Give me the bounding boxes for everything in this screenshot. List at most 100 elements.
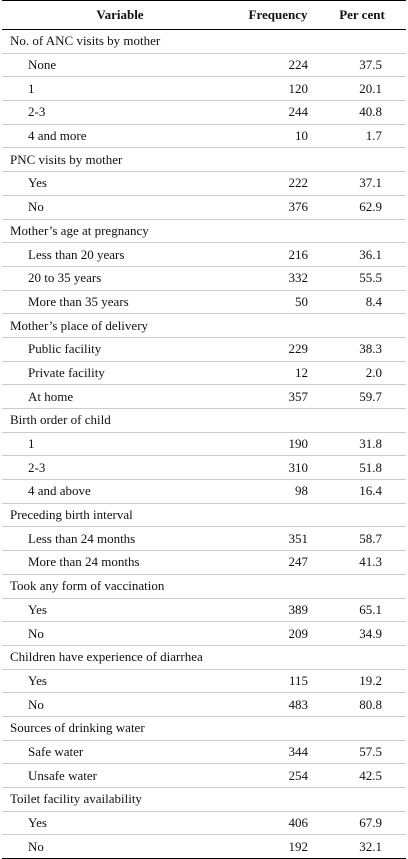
- group-title: Mother’s place of delivery: [2, 313, 406, 338]
- percent-cell: 8.4: [318, 290, 406, 315]
- table-row: 4 and more 10 1.7: [2, 124, 406, 149]
- row-label: More than 24 months: [2, 550, 238, 575]
- frequency-cell: 332: [238, 266, 318, 291]
- frequency-cell: 244: [238, 100, 318, 125]
- percent-cell: 67.9: [318, 811, 406, 836]
- group-row: No. of ANC visits by mother: [2, 29, 406, 54]
- group-title: Took any form of vaccination: [2, 574, 406, 599]
- frequency-cell: 344: [238, 740, 318, 765]
- frequency-cell: 12: [238, 361, 318, 386]
- group-title: Mother’s age at pregnancy: [2, 219, 406, 244]
- row-label: None: [2, 53, 238, 78]
- frequency-cell: 190: [238, 432, 318, 457]
- frequency-cell: 98: [238, 479, 318, 504]
- table-row: 2-3 244 40.8: [2, 100, 406, 125]
- row-label: Private facility: [2, 361, 238, 386]
- table-row: Yes 389 65.1: [2, 598, 406, 623]
- group-title: Children have experience of diarrhea: [2, 645, 406, 670]
- group-row: Mother’s place of delivery: [2, 313, 406, 338]
- frequency-cell: 376: [238, 195, 318, 220]
- group-row: Preceding birth interval: [2, 503, 406, 528]
- percent-cell: 38.3: [318, 337, 406, 362]
- table-row: 20 to 35 years 332 55.5: [2, 266, 406, 291]
- group-title: No. of ANC visits by mother: [2, 29, 406, 54]
- percent-cell: 34.9: [318, 621, 406, 646]
- group-row: Sources of drinking water: [2, 716, 406, 741]
- row-label: Safe water: [2, 740, 238, 765]
- row-label: Yes: [2, 598, 238, 623]
- row-label: Less than 20 years: [2, 242, 238, 267]
- table-row: No 376 62.9: [2, 195, 406, 220]
- frequency-cell: 222: [238, 171, 318, 196]
- percent-cell: 65.1: [318, 598, 406, 623]
- percent-cell: 40.8: [318, 100, 406, 125]
- row-label: No: [2, 621, 238, 646]
- row-label: No: [2, 692, 238, 717]
- header-percent: Per cent: [318, 0, 406, 30]
- percent-cell: 2.0: [318, 361, 406, 386]
- table-row: None 224 37.5: [2, 53, 406, 78]
- table-row: 4 and above 98 16.4: [2, 479, 406, 504]
- percent-cell: 62.9: [318, 195, 406, 220]
- percent-cell: 55.5: [318, 266, 406, 291]
- frequency-cell: 357: [238, 384, 318, 409]
- group-title: Birth order of child: [2, 408, 406, 433]
- table-row: Yes 406 67.9: [2, 811, 406, 836]
- table-row: Yes 222 37.1: [2, 171, 406, 196]
- table-row: 1 190 31.8: [2, 432, 406, 457]
- table-row: Public facility 229 38.3: [2, 337, 406, 362]
- row-label: 2-3: [2, 455, 238, 481]
- table-row: No 209 34.9: [2, 621, 406, 646]
- percent-cell: 51.8: [318, 455, 406, 481]
- row-label: At home: [2, 384, 238, 409]
- group-title: Sources of drinking water: [2, 716, 406, 741]
- frequency-cell: 389: [238, 598, 318, 623]
- frequency-cell: 224: [238, 53, 318, 78]
- table-row: Yes 115 19.2: [2, 669, 406, 694]
- frequency-cell: 216: [238, 242, 318, 267]
- row-label: 2-3: [2, 100, 238, 125]
- percent-cell: 42.5: [318, 763, 406, 788]
- row-label: More than 35 years: [2, 290, 238, 315]
- row-label: Less than 24 months: [2, 526, 238, 552]
- percent-cell: 58.7: [318, 526, 406, 552]
- table-header: Variable Frequency Per cent: [2, 0, 406, 30]
- percent-cell: 57.5: [318, 740, 406, 765]
- frequency-cell: 120: [238, 76, 318, 102]
- frequency-cell: 50: [238, 290, 318, 315]
- frequency-cell: 192: [238, 834, 318, 859]
- group-row: Took any form of vaccination: [2, 574, 406, 599]
- group-row: Mother’s age at pregnancy: [2, 219, 406, 244]
- group-title: PNC visits by mother: [2, 147, 406, 173]
- table-row: More than 35 years 50 8.4: [2, 290, 406, 315]
- group-row: Toilet facility availability: [2, 787, 406, 812]
- table-row: No 483 80.8: [2, 692, 406, 717]
- percent-cell: 59.7: [318, 384, 406, 409]
- frequency-cell: 406: [238, 811, 318, 836]
- table-row: Private facility 12 2.0: [2, 361, 406, 386]
- percent-cell: 31.8: [318, 432, 406, 457]
- row-label: 20 to 35 years: [2, 266, 238, 291]
- percent-cell: 1.7: [318, 124, 406, 149]
- row-label: Public facility: [2, 337, 238, 362]
- frequency-cell: 115: [238, 669, 318, 694]
- table-row: Less than 20 years 216 36.1: [2, 242, 406, 267]
- table-row: Unsafe water 254 42.5: [2, 763, 406, 788]
- row-label: 4 and more: [2, 124, 238, 149]
- percent-cell: 19.2: [318, 669, 406, 694]
- percent-cell: 80.8: [318, 692, 406, 717]
- table-row: At home 357 59.7: [2, 384, 406, 409]
- frequency-cell: 254: [238, 763, 318, 788]
- row-label: No: [2, 834, 238, 859]
- row-label: 1: [2, 76, 238, 102]
- percent-cell: 32.1: [318, 834, 406, 859]
- table-row: Less than 24 months 351 58.7: [2, 526, 406, 552]
- header-frequency: Frequency: [238, 0, 318, 30]
- frequency-cell: 247: [238, 550, 318, 575]
- row-label: Unsafe water: [2, 763, 238, 788]
- table-body: No. of ANC visits by mother None 224 37.5 1 1…: [2, 29, 406, 859]
- frequency-cell: 209: [238, 621, 318, 646]
- row-label: No: [2, 195, 238, 220]
- header-row: Variable Frequency Per cent: [2, 0, 406, 30]
- percent-cell: 20.1: [318, 76, 406, 102]
